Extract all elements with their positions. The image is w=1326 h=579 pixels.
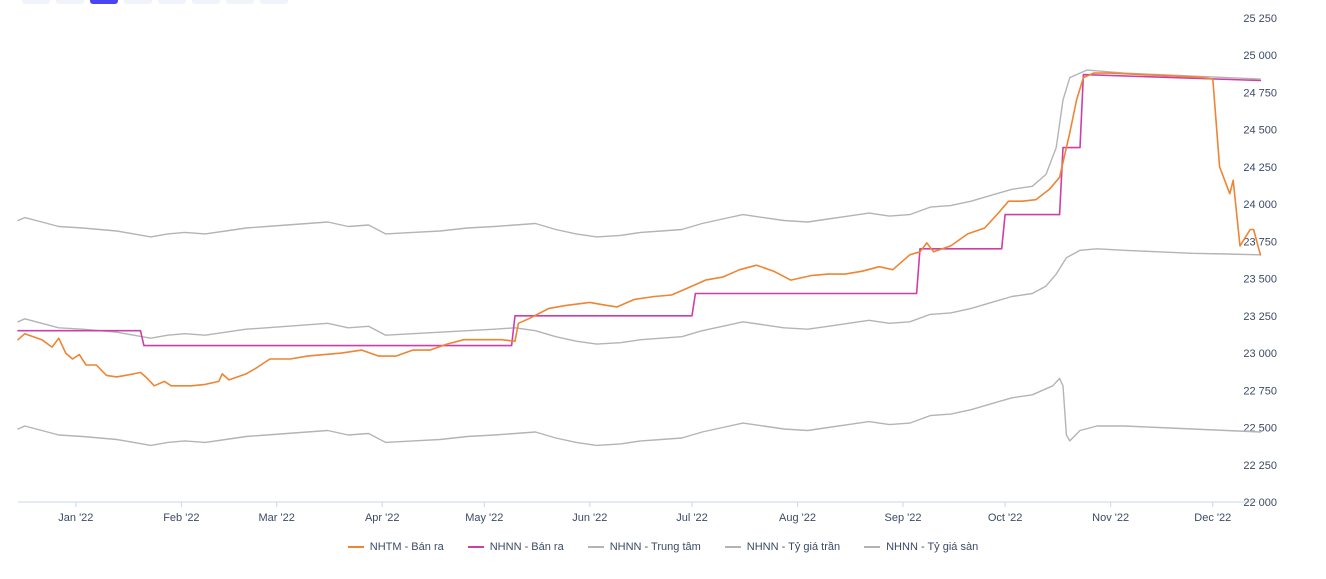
series-line-3 bbox=[17, 69, 1262, 238]
range-tab[interactable]: All bbox=[260, 0, 288, 4]
legend-label: NHTM - Bán ra bbox=[369, 541, 444, 553]
range-tab[interactable]: 1M bbox=[22, 0, 50, 4]
x-tick-label: Sep '22 bbox=[885, 512, 922, 524]
x-tick-label: Mar '22 bbox=[259, 512, 295, 524]
x-tick-label: Jun '22 bbox=[572, 512, 607, 524]
x-tick-label: Nov '22 bbox=[1092, 512, 1129, 524]
legend-swatch bbox=[467, 546, 484, 548]
x-tick-label: Jan '22 bbox=[58, 512, 93, 524]
legend-label: NHNN - Tỷ giá trần bbox=[746, 541, 841, 553]
y-tick-label: 24 000 bbox=[1243, 199, 1277, 211]
x-tick-label: Aug '22 bbox=[779, 512, 816, 524]
series-line-4 bbox=[17, 248, 1262, 345]
x-tick-label: Oct '22 bbox=[988, 512, 1023, 524]
legend-swatch bbox=[347, 546, 364, 548]
y-tick-label: 24 250 bbox=[1243, 162, 1277, 174]
legend-swatch bbox=[864, 546, 881, 548]
range-selector: 1M 3M 1Y 3Y 5Y 10Y YTD All bbox=[22, 0, 288, 4]
range-tab[interactable]: YTD bbox=[226, 0, 254, 4]
y-tick-label: 23 750 bbox=[1243, 236, 1277, 248]
range-tab[interactable]: 1Y bbox=[90, 0, 118, 4]
y-tick-label: 23 500 bbox=[1243, 274, 1277, 286]
range-tab[interactable]: 3M bbox=[56, 0, 84, 4]
x-tick-label: Dec '22 bbox=[1194, 512, 1231, 524]
series-line-0 bbox=[17, 72, 1262, 387]
y-tick-label: 25 250 bbox=[1243, 13, 1277, 25]
legend-item[interactable]: NHNN - Bán ra bbox=[467, 541, 564, 553]
legend-item[interactable]: NHNN - Trung tâm bbox=[587, 541, 701, 553]
range-tab[interactable]: 5Y bbox=[158, 0, 186, 4]
y-tick-label: 24 500 bbox=[1243, 125, 1277, 137]
series-line-2 bbox=[17, 377, 1262, 447]
chart-legend: NHTM - Bán ra NHNN - Bán ra NHNN - Trung t… bbox=[0, 541, 1326, 553]
legend-item[interactable]: NHNN - Tỷ giá trần bbox=[724, 541, 841, 553]
legend-label: NHNN - Bán ra bbox=[489, 541, 564, 553]
y-tick-label: 23 000 bbox=[1243, 348, 1277, 360]
y-tick-label: 22 000 bbox=[1243, 497, 1277, 509]
y-tick-label: 24 750 bbox=[1243, 87, 1277, 99]
y-tick-label: 23 250 bbox=[1243, 311, 1277, 323]
x-tick-label: Apr '22 bbox=[365, 512, 400, 524]
y-tick-label: 22 250 bbox=[1243, 460, 1277, 472]
series-line-1 bbox=[17, 73, 1262, 347]
legend-swatch bbox=[587, 546, 604, 548]
legend-item[interactable]: NHNN - Tỷ giá sàn bbox=[864, 541, 978, 553]
range-tab[interactable]: 3Y bbox=[124, 0, 152, 4]
range-tab[interactable]: 10Y bbox=[192, 0, 220, 4]
x-tick-label: Feb '22 bbox=[163, 512, 199, 524]
y-tick-label: 22 750 bbox=[1243, 385, 1277, 397]
x-tick-label: Jul '22 bbox=[676, 512, 707, 524]
y-tick-label: 22 500 bbox=[1243, 423, 1277, 435]
legend-label: NHNN - Tỷ giá sàn bbox=[886, 541, 979, 553]
legend-item[interactable]: NHTM - Bán ra bbox=[347, 541, 444, 553]
y-tick-label: 25 000 bbox=[1243, 50, 1277, 62]
legend-swatch bbox=[724, 546, 741, 548]
x-tick-label: May '22 bbox=[465, 512, 503, 524]
legend-label: NHNN - Trung tâm bbox=[609, 541, 701, 553]
